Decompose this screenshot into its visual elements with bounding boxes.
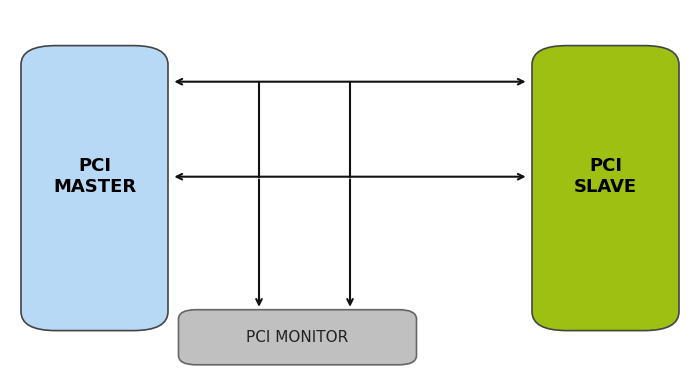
Text: PCI
MASTER: PCI MASTER [53,157,136,196]
Text: PCI MONITOR: PCI MONITOR [246,329,349,345]
FancyBboxPatch shape [178,310,416,365]
FancyBboxPatch shape [21,46,168,331]
FancyBboxPatch shape [532,46,679,331]
Text: PCI
SLAVE: PCI SLAVE [574,157,637,196]
